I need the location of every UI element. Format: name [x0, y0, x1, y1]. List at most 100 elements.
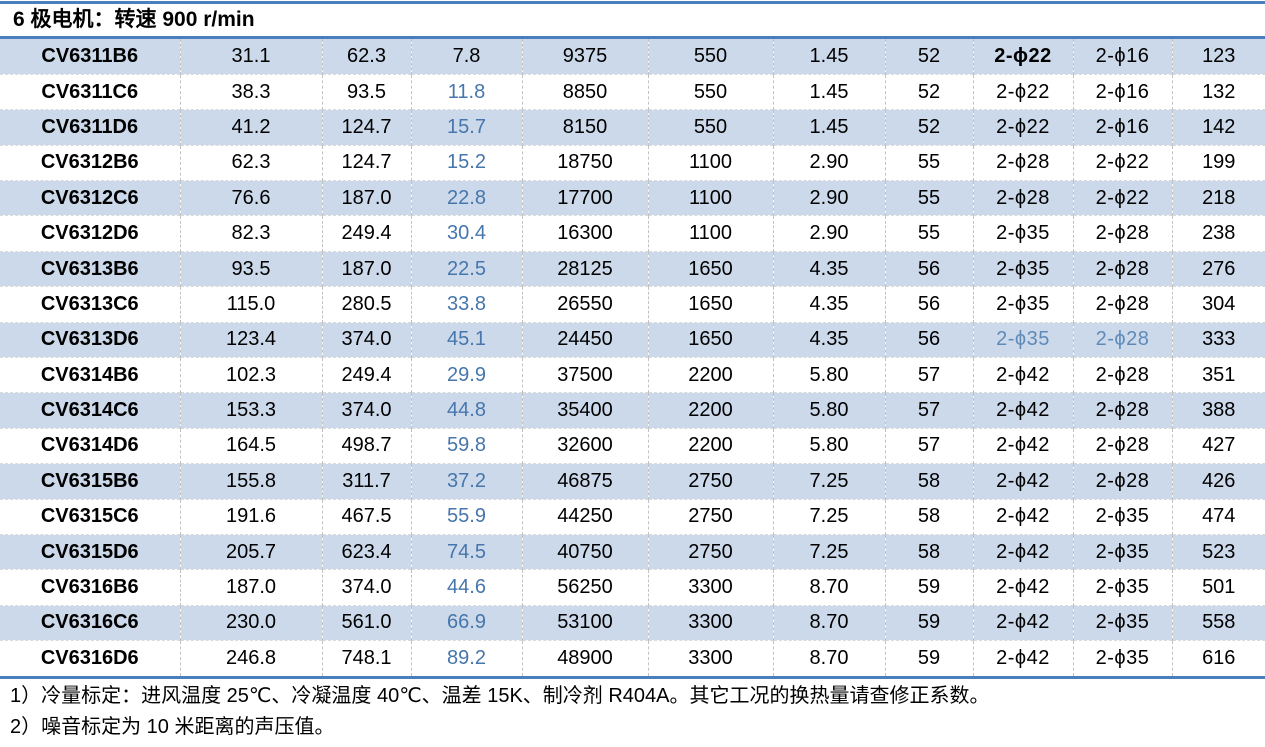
model-cell: CV6315B6	[0, 463, 180, 500]
value-cell: 374.0	[321, 392, 411, 429]
value-cell: 2-ϕ35	[1072, 569, 1172, 606]
value-cell: 1100	[647, 180, 773, 216]
value-cell: 2-ϕ16	[1072, 73, 1172, 110]
table-row: CV6312D6 82.3 249.4 30.4 16300 1100 2.90 55 2-ϕ3…	[0, 215, 1265, 252]
value-cell: 59	[884, 569, 973, 606]
footnotes: 1）冷量标定：进风温度 25℃、冷凝温度 40℃、温差 15K、制冷剂 R404…	[0, 679, 1265, 743]
table-body: CV6311B6 31.1 62.3 7.8 9375 550 1.45 52 2-ϕ22 2-ϕ…	[0, 39, 1265, 677]
value-cell: 1.45	[772, 109, 885, 146]
table-row: CV6313C6 115.0 280.5 33.8 26550 1650 4.35 56 2-ϕ…	[0, 286, 1265, 323]
value-cell: 55	[884, 144, 973, 181]
title-underline-rule	[0, 36, 1265, 39]
value-cell: 426	[1171, 463, 1265, 500]
value-cell: 8.70	[772, 569, 885, 606]
value-cell: 1.45	[772, 39, 885, 75]
value-cell: 59	[884, 604, 973, 641]
value-cell: 45.1	[410, 321, 522, 358]
value-cell: 523	[1171, 533, 1265, 570]
value-cell: 2-ϕ16	[1072, 39, 1172, 75]
value-cell: 2.90	[772, 215, 885, 252]
table-row: CV6316D6 246.8 748.1 89.2 48900 3300 8.70 59 2-ϕ…	[0, 640, 1265, 677]
value-cell: 1650	[647, 321, 773, 358]
value-cell: 218	[1171, 180, 1265, 216]
value-cell: 40750	[521, 533, 648, 570]
value-cell: 374.0	[321, 321, 411, 358]
value-cell: 199	[1171, 144, 1265, 181]
value-cell: 124.7	[321, 109, 411, 146]
value-cell: 7.8	[410, 39, 522, 75]
model-cell: CV6314D6	[0, 427, 180, 464]
value-cell: 57	[884, 357, 973, 393]
value-cell: 550	[647, 73, 773, 110]
table-row: CV6316B6 187.0 374.0 44.6 56250 3300 8.70 59 2-ϕ…	[0, 569, 1265, 606]
value-cell: 311.7	[321, 463, 411, 500]
value-cell: 1650	[647, 286, 773, 323]
value-cell: 2-ϕ28	[1072, 321, 1172, 358]
value-cell: 558	[1171, 604, 1265, 641]
value-cell: 8850	[521, 73, 648, 110]
value-cell: 4.35	[772, 250, 885, 287]
value-cell: 2-ϕ35	[1072, 640, 1172, 677]
value-cell: 24450	[521, 321, 648, 358]
value-cell: 31.1	[179, 39, 322, 75]
value-cell: 2-ϕ35	[972, 250, 1073, 287]
value-cell: 616	[1171, 640, 1265, 677]
value-cell: 2-ϕ22	[1072, 144, 1172, 181]
value-cell: 474	[1171, 498, 1265, 535]
value-cell: 2-ϕ35	[972, 321, 1073, 358]
value-cell: 2-ϕ42	[972, 569, 1073, 606]
table-row: CV6311C6 38.3 93.5 11.8 8850 550 1.45 52 2-ϕ22 2-…	[0, 73, 1265, 110]
value-cell: 388	[1171, 392, 1265, 429]
value-cell: 2-ϕ42	[972, 640, 1073, 677]
table-row: CV6315D6 205.7 623.4 74.5 40750 2750 7.25 58 2-ϕ…	[0, 533, 1265, 570]
value-cell: 11.8	[410, 73, 522, 110]
value-cell: 2-ϕ28	[1072, 463, 1172, 500]
value-cell: 333	[1171, 321, 1265, 358]
value-cell: 2-ϕ42	[972, 357, 1073, 393]
value-cell: 52	[884, 73, 973, 110]
value-cell: 2-ϕ22	[972, 39, 1073, 75]
value-cell: 58	[884, 533, 973, 570]
value-cell: 4.35	[772, 286, 885, 323]
value-cell: 561.0	[321, 604, 411, 641]
value-cell: 124.7	[321, 144, 411, 181]
value-cell: 28125	[521, 250, 648, 287]
value-cell: 2-ϕ35	[1072, 604, 1172, 641]
value-cell: 2-ϕ35	[972, 286, 1073, 323]
value-cell: 2-ϕ22	[1072, 180, 1172, 216]
value-cell: 374.0	[321, 569, 411, 606]
value-cell: 76.6	[179, 180, 322, 216]
value-cell: 15.2	[410, 144, 522, 181]
value-cell: 66.9	[410, 604, 522, 641]
value-cell: 2-ϕ28	[1072, 215, 1172, 252]
value-cell: 58	[884, 463, 973, 500]
table-row: CV6315C6 191.6 467.5 55.9 44250 2750 7.25 58 2-ϕ…	[0, 498, 1265, 535]
value-cell: 2-ϕ28	[972, 144, 1073, 181]
value-cell: 38.3	[179, 73, 322, 110]
value-cell: 2-ϕ42	[972, 498, 1073, 535]
value-cell: 2750	[647, 498, 773, 535]
value-cell: 2750	[647, 533, 773, 570]
model-cell: CV6313B6	[0, 250, 180, 287]
value-cell: 276	[1171, 250, 1265, 287]
value-cell: 4.35	[772, 321, 885, 358]
value-cell: 191.6	[179, 498, 322, 535]
model-cell: CV6313D6	[0, 321, 180, 358]
value-cell: 153.3	[179, 392, 322, 429]
value-cell: 498.7	[321, 427, 411, 464]
value-cell: 30.4	[410, 215, 522, 252]
model-cell: CV6315C6	[0, 498, 180, 535]
value-cell: 7.25	[772, 463, 885, 500]
value-cell: 53100	[521, 604, 648, 641]
value-cell: 2-ϕ42	[972, 533, 1073, 570]
table-row: CV6312C6 76.6 187.0 22.8 17700 1100 2.90 55 2-ϕ2…	[0, 180, 1265, 216]
value-cell: 2-ϕ28	[1072, 357, 1172, 393]
value-cell: 7.25	[772, 498, 885, 535]
value-cell: 2-ϕ42	[972, 392, 1073, 429]
value-cell: 62.3	[321, 39, 411, 75]
value-cell: 2-ϕ42	[972, 463, 1073, 500]
section-title: 6 极电机：转速 900 r/min	[13, 8, 255, 31]
model-cell: CV6316B6	[0, 569, 180, 606]
value-cell: 164.5	[179, 427, 322, 464]
